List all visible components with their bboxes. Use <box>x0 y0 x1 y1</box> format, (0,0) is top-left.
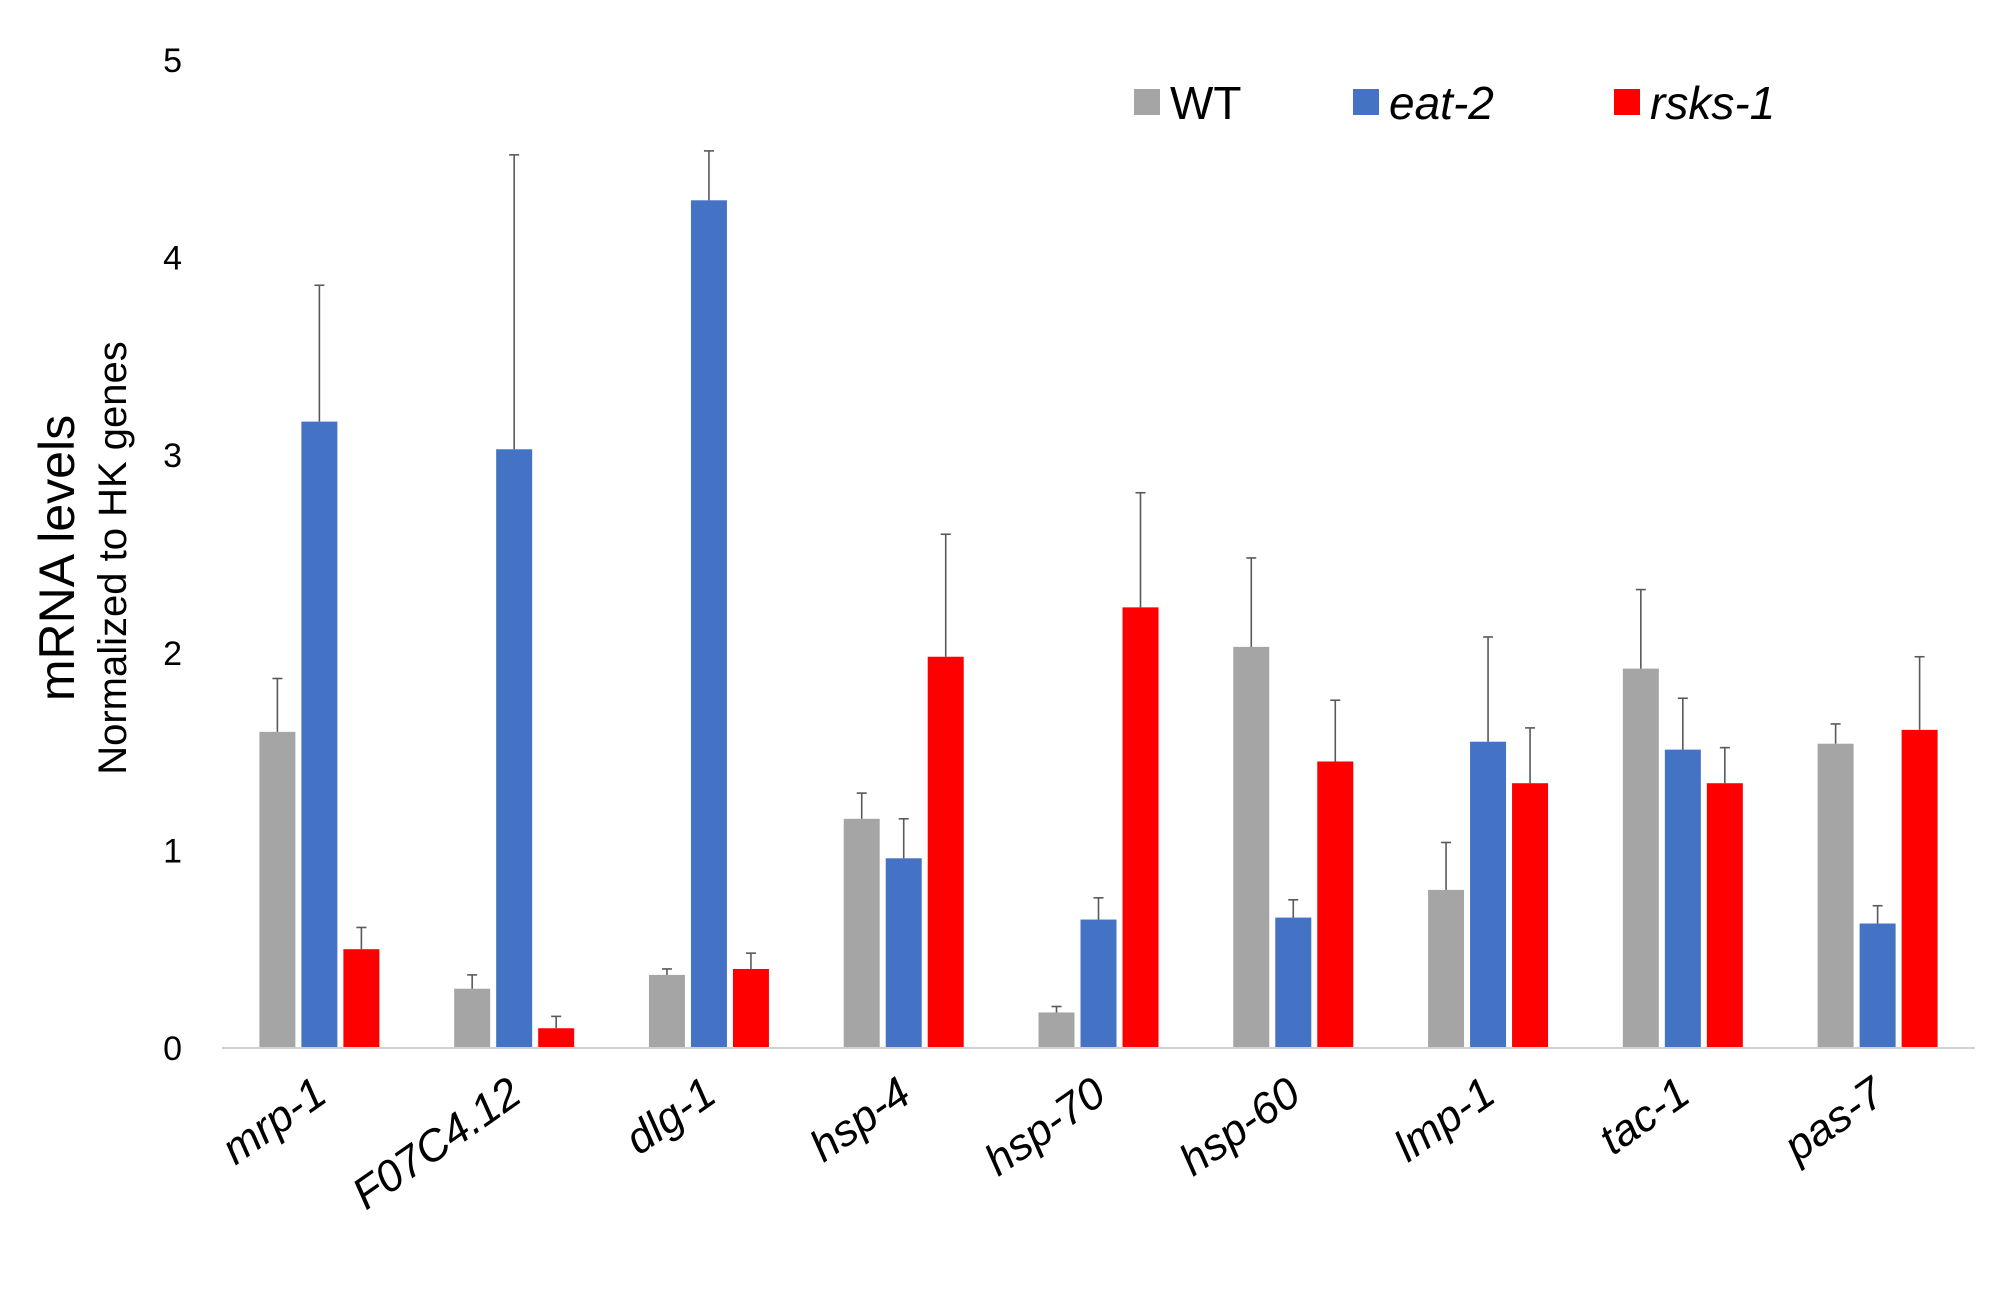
legend-label-eat-2: eat-2 <box>1389 77 1494 129</box>
legend-label-rsks-1: rsks-1 <box>1650 77 1775 129</box>
y-axis-ticks: 0 1 2 3 4 5 <box>163 42 182 1068</box>
y-tick-label-0: 0 <box>163 1030 182 1068</box>
y-axis-title: mRNA levels <box>29 415 85 701</box>
legend-swatch-WT <box>1134 89 1160 115</box>
bar-eat-2-hsp-4 <box>885 858 922 1048</box>
bar-WT-pas-7 <box>1817 743 1854 1048</box>
x-tick-label-pas-7: pas-7 <box>1773 1067 1894 1172</box>
bar-eat-2-mrp-1 <box>301 421 338 1048</box>
y-tick-label-1: 1 <box>163 832 182 870</box>
bar-rsks-1-tac-1 <box>1706 783 1743 1048</box>
bar-rsks-1-lmp-1 <box>1512 783 1549 1048</box>
legend: WT eat-2 rsks-1 <box>1134 77 1775 129</box>
y-axis-subtitle: Normalized to HK genes <box>91 341 135 775</box>
bar-WT-lmp-1 <box>1428 889 1465 1048</box>
bar-rsks-1-F07C4.12 <box>538 1028 575 1048</box>
x-tick-label-F07C4.12: F07C4.12 <box>344 1068 530 1219</box>
y-tick-label-4: 4 <box>163 240 182 278</box>
x-tick-label-mrp-1: mrp-1 <box>213 1068 335 1174</box>
bar-rsks-1-hsp-60 <box>1317 761 1354 1048</box>
bar-WT-tac-1 <box>1622 668 1659 1048</box>
bar-rsks-1-mrp-1 <box>343 949 380 1048</box>
x-tick-label-dlg-1: dlg-1 <box>616 1068 724 1164</box>
bar-eat-2-dlg-1 <box>690 200 727 1048</box>
bar-rsks-1-hsp-4 <box>927 656 964 1048</box>
x-tick-label-tac-1: tac-1 <box>1590 1068 1698 1164</box>
legend-swatch-eat-2 <box>1353 89 1379 115</box>
bar-eat-2-F07C4.12 <box>496 449 533 1049</box>
bar-WT-hsp-4 <box>843 818 880 1048</box>
y-tick-label-5: 5 <box>163 42 182 80</box>
legend-label-WT: WT <box>1170 77 1242 129</box>
bar-WT-hsp-70 <box>1038 1012 1075 1048</box>
x-tick-label-hsp-4: hsp-4 <box>801 1068 919 1171</box>
bar-WT-F07C4.12 <box>454 988 491 1048</box>
bar-eat-2-lmp-1 <box>1470 741 1507 1048</box>
bar-WT-mrp-1 <box>259 731 296 1048</box>
bar-rsks-1-hsp-70 <box>1122 607 1159 1048</box>
bar-eat-2-tac-1 <box>1664 749 1701 1048</box>
y-axis-title-group: mRNA levels Normalized to HK genes <box>29 341 135 775</box>
x-tick-label-lmp-1: lmp-1 <box>1386 1068 1504 1171</box>
legend-swatch-rsks-1 <box>1614 89 1640 115</box>
bars <box>259 200 1938 1049</box>
bar-eat-2-pas-7 <box>1859 923 1896 1048</box>
bar-WT-dlg-1 <box>648 974 685 1048</box>
y-tick-label-3: 3 <box>163 437 182 475</box>
bar-rsks-1-dlg-1 <box>732 968 769 1048</box>
x-tick-label-hsp-60: hsp-60 <box>1171 1068 1310 1186</box>
x-tick-label-hsp-70: hsp-70 <box>976 1068 1115 1186</box>
bar-eat-2-hsp-60 <box>1275 917 1312 1048</box>
error-bars <box>272 150 1925 1029</box>
bar-WT-hsp-60 <box>1233 646 1270 1048</box>
category-labels: mrp-1 F07C4.12 dlg-1 hsp-4 hsp-70 hsp-60 lmp-1… <box>213 1067 1895 1219</box>
y-tick-label-2: 2 <box>163 635 182 673</box>
bar-rsks-1-pas-7 <box>1901 729 1938 1048</box>
bar-eat-2-hsp-70 <box>1080 919 1117 1048</box>
